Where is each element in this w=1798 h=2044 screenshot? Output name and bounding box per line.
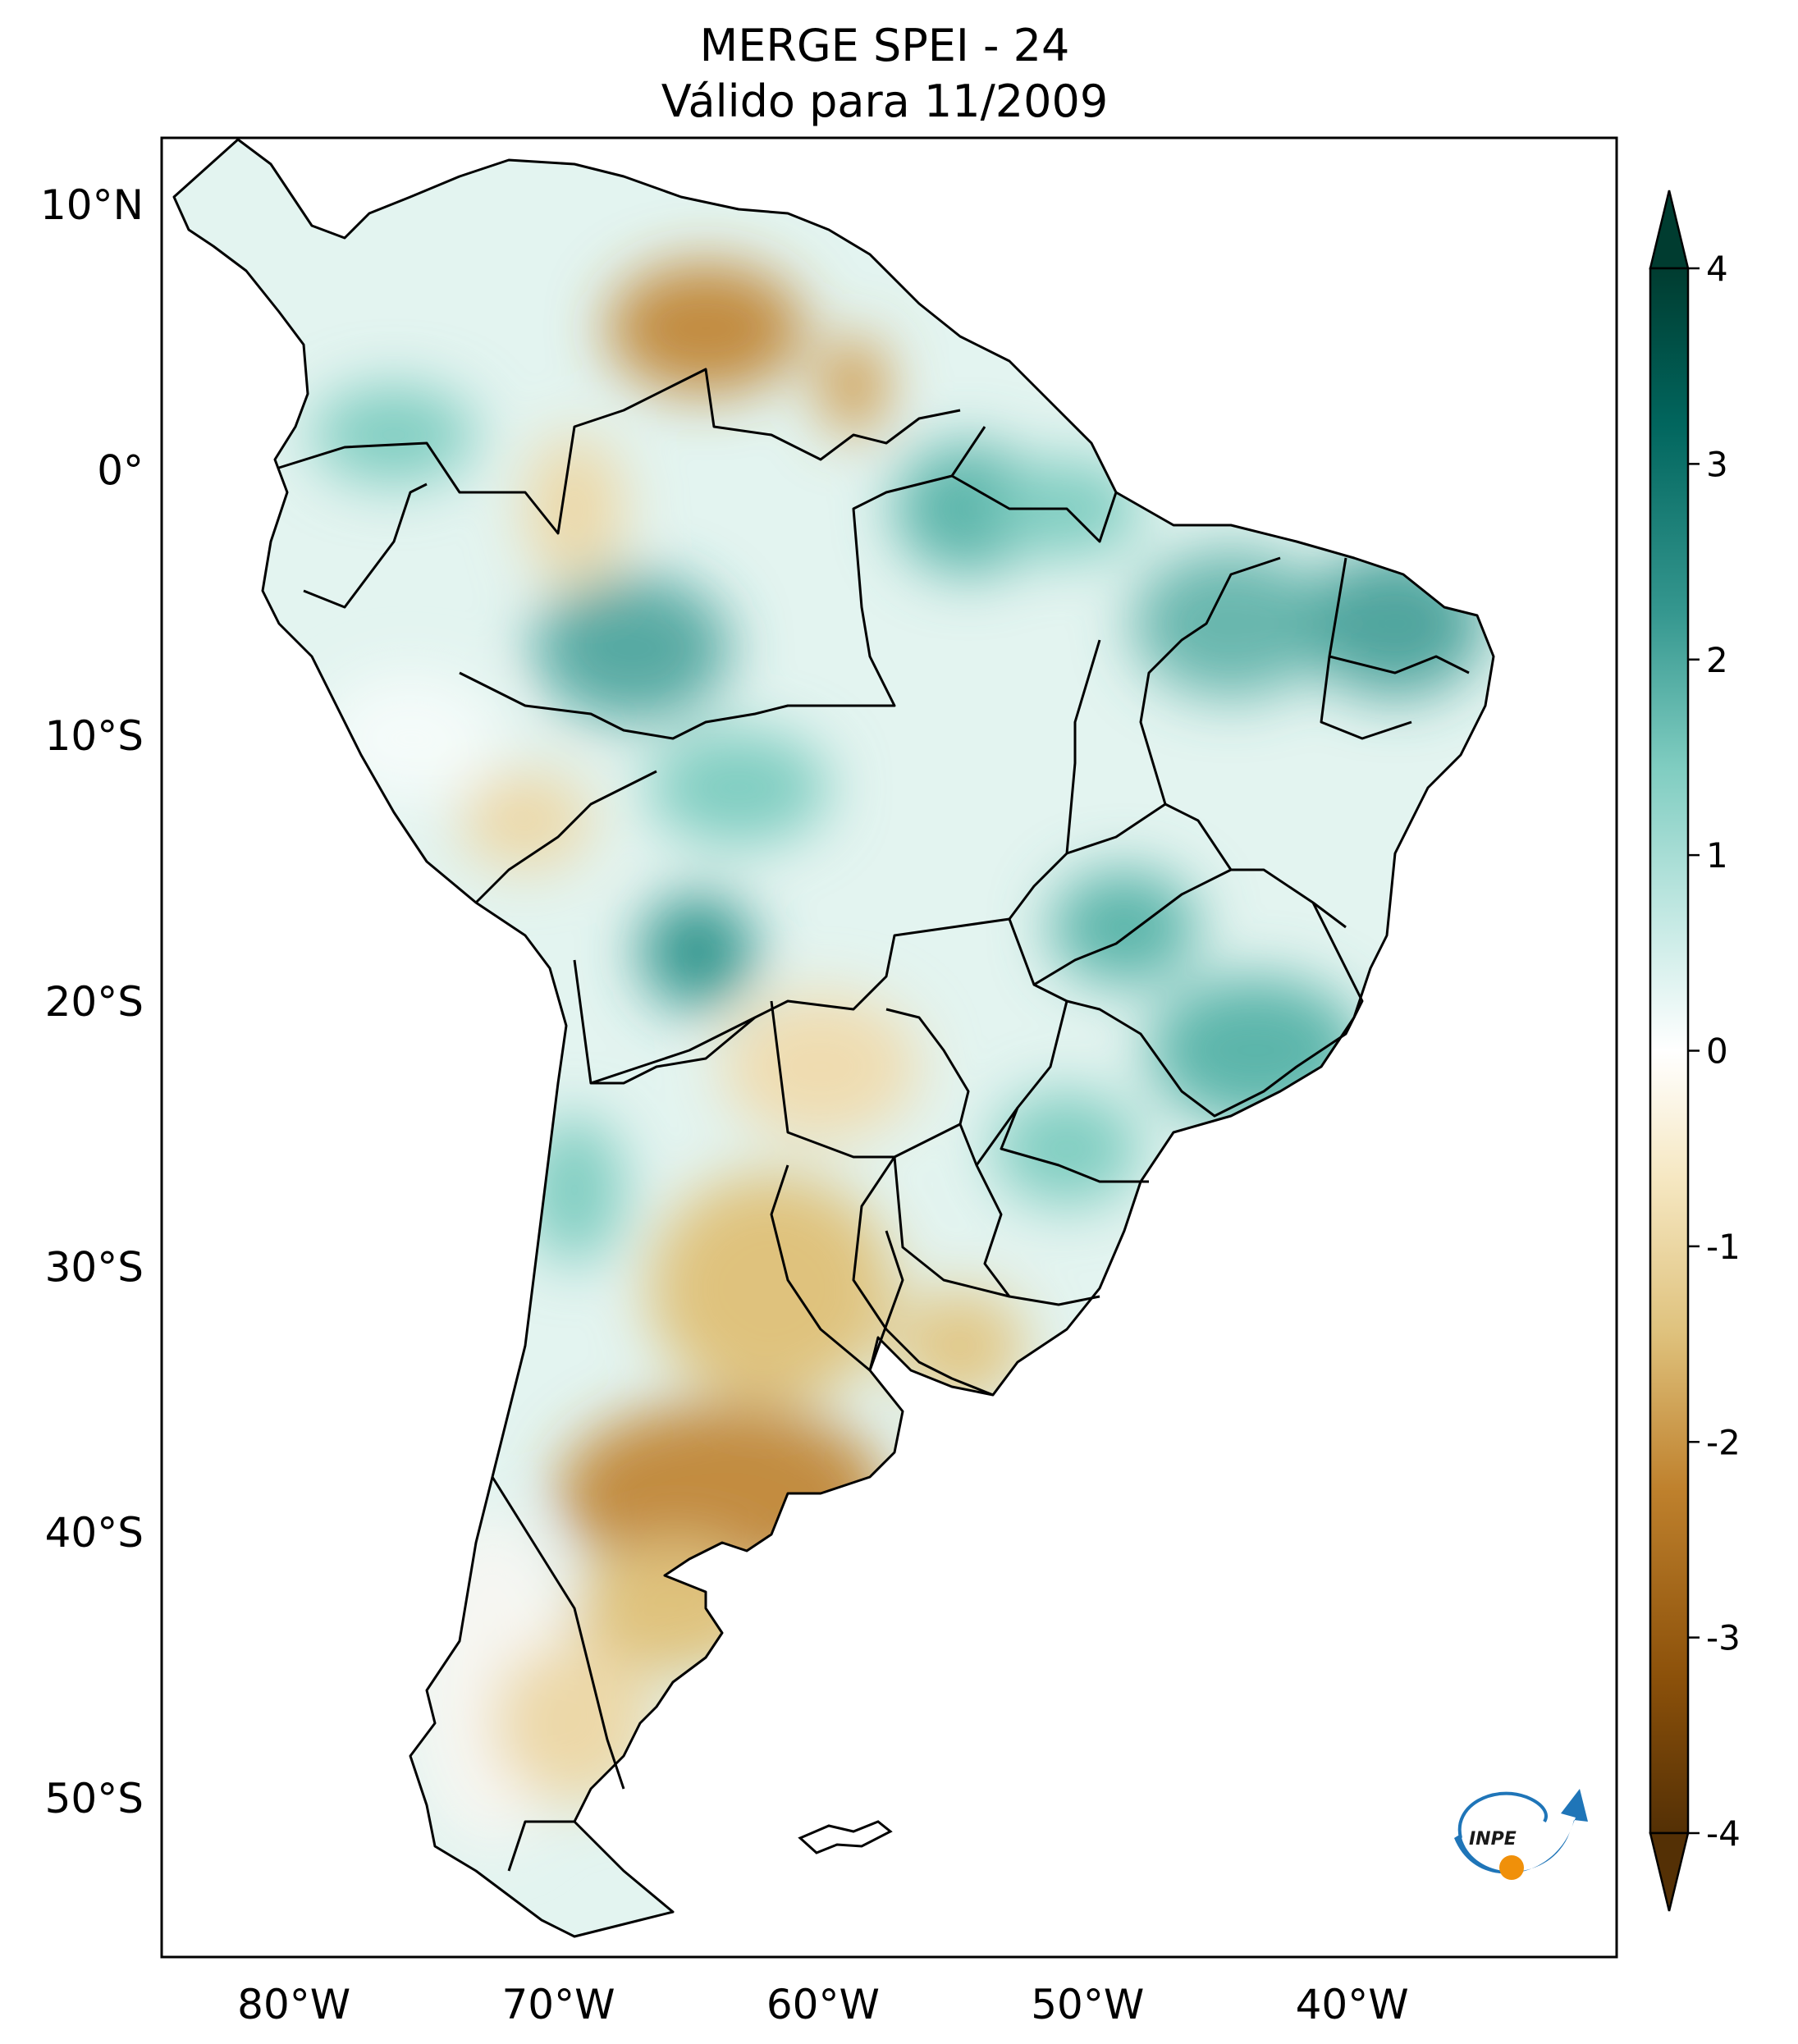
colorbar: 4 3 2 1 0 -1 -2 -3 -4 — [1649, 190, 1741, 1912]
map-title-line1: MERGE SPEI - 24 — [700, 20, 1070, 71]
colorbar-tick-label: -4 — [1706, 1813, 1741, 1854]
colorbar-tick-label: -3 — [1706, 1618, 1741, 1658]
logo-text: INPE — [1469, 1829, 1517, 1850]
colorbar-max-extend — [1649, 190, 1690, 270]
lon-label-70w: 70°W — [502, 1981, 615, 2028]
colorbar-tick-label: 1 — [1706, 835, 1728, 876]
lat-label-0: 0° — [97, 447, 144, 495]
lat-label-10n: 10°N — [40, 181, 144, 229]
lat-label-30s: 30°S — [45, 1244, 144, 1292]
colorbar-gradient — [1649, 267, 1690, 1835]
lat-label-40s: 40°S — [45, 1509, 144, 1557]
latitude-labels: 10°N 0° 10°S 20°S 30°S 40°S 50°S — [40, 181, 144, 1822]
lon-label-40w: 40°W — [1296, 1981, 1409, 2028]
logo-arrow-icon — [1454, 1789, 1588, 1874]
colorbar-tick-label: -2 — [1706, 1422, 1741, 1462]
logo-orbit-icon — [1457, 1791, 1548, 1839]
logo-sun-icon — [1499, 1855, 1524, 1880]
colorbar-tick-label: 2 — [1706, 640, 1728, 680]
longitude-labels: 80°W 70°W 60°W 50°W 40°W — [237, 1981, 1409, 2028]
inpe-logo: INPE — [1454, 1789, 1588, 1880]
colorbar-tick-label: 4 — [1706, 249, 1728, 289]
colorbar-min-extend — [1649, 1831, 1690, 1912]
lat-label-10s: 10°S — [45, 712, 144, 760]
map-title-line2: Válido para 11/2009 — [661, 75, 1108, 127]
lon-label-60w: 60°W — [766, 1981, 880, 2028]
lon-label-80w: 80°W — [237, 1981, 350, 2028]
colorbar-tick-label: -1 — [1706, 1227, 1741, 1267]
colorbar-tick-label: 3 — [1706, 444, 1728, 484]
country-borders — [172, 138, 1495, 1938]
lat-label-20s: 20°S — [45, 978, 144, 1026]
lat-label-50s: 50°S — [45, 1775, 144, 1822]
lon-label-50w: 50°W — [1031, 1981, 1144, 2028]
falkland-islands — [798, 1820, 893, 1854]
colorbar-tick-label: 0 — [1706, 1031, 1728, 1072]
